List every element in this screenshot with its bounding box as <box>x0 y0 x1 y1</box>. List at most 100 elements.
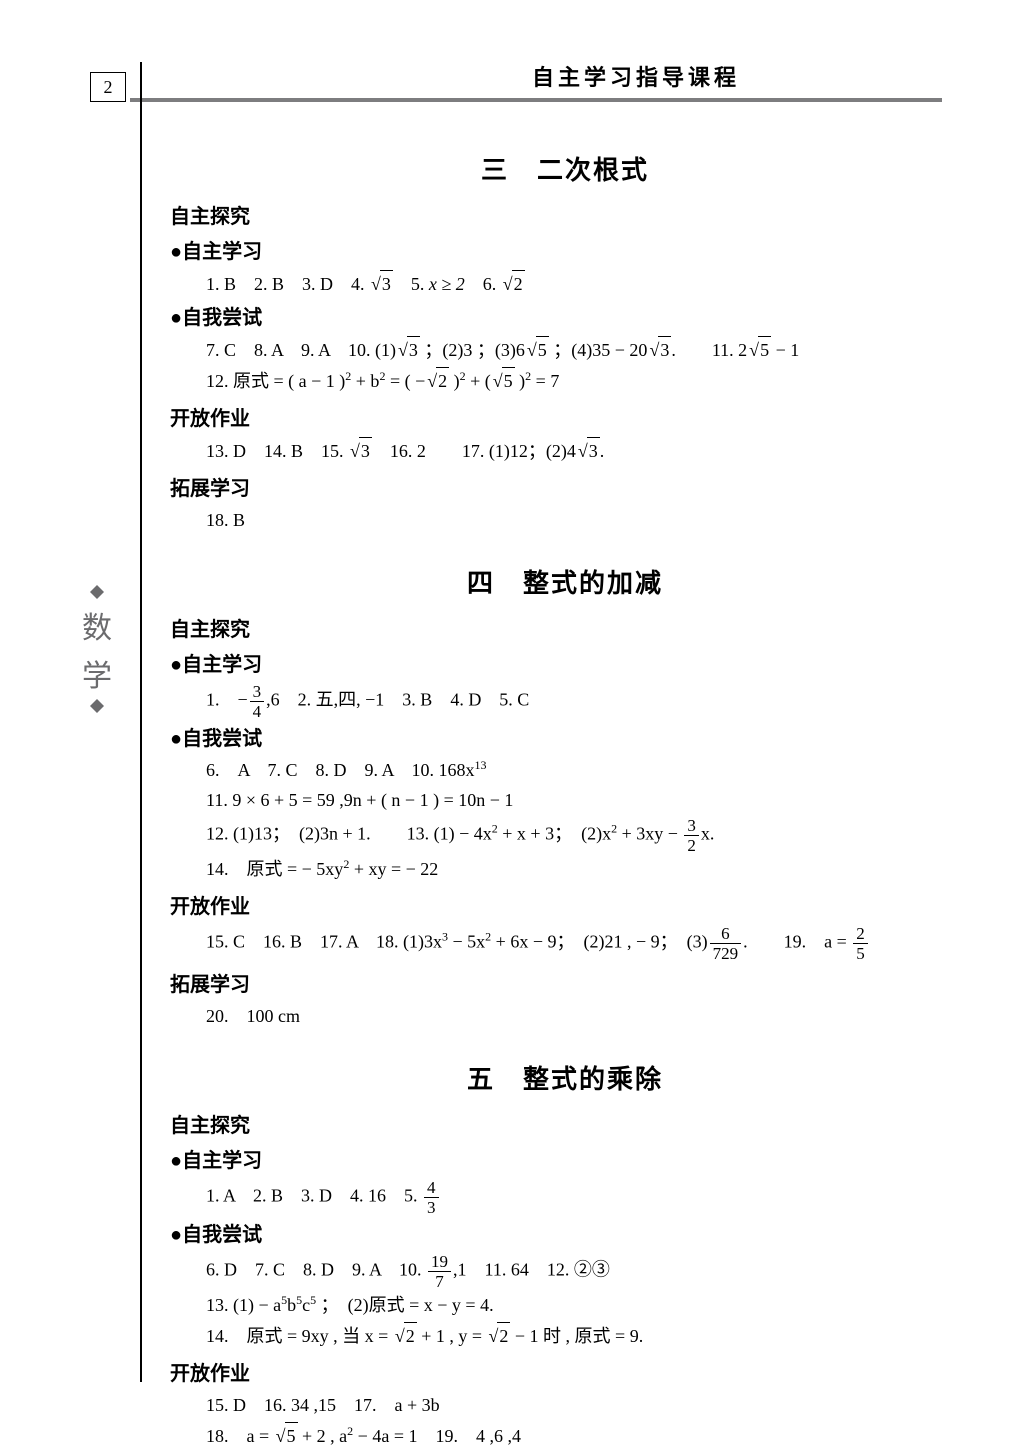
fraction-2-5: 25 <box>853 925 868 962</box>
heading-self-try: ●自我尝试 <box>170 724 960 755</box>
sqrt-2: 2 <box>501 270 525 299</box>
text: − 1 时 , 原式 = 9. <box>510 1326 643 1346</box>
answer-line: 7. C 8. A 9. A 10. (1)3 ；(2)3 ；(3)65 ；(4… <box>206 336 960 365</box>
title-rule <box>130 98 942 102</box>
text: ,6 2. 五,四, −1 3. B 4. D 5. C <box>266 690 529 710</box>
text: + ( <box>466 371 491 391</box>
text: ,1 11. 64 12. ②③ <box>453 1260 610 1280</box>
sqrt-3: 3 <box>576 437 600 466</box>
heading-open-hw: 开放作业 <box>170 1359 960 1390</box>
fraction-3-4: 34 <box>250 683 265 720</box>
text: + 3xy − <box>617 823 682 843</box>
heading-self-try: ●自我尝试 <box>170 303 960 334</box>
text: 6. <box>465 274 501 294</box>
text: + xy = − 22 <box>349 859 438 879</box>
heading-explore: 自主探究 <box>170 202 960 233</box>
text: 1. A 2. B 3. D 4. 16 5. <box>206 1186 422 1206</box>
text: 14. 原式 = 9xy , 当 x = <box>206 1326 393 1346</box>
heading-extend: 拓展学习 <box>170 970 960 1001</box>
text: ；(4)35 − 20 <box>549 340 648 360</box>
text: + 1 , y = <box>417 1326 487 1346</box>
fraction-6-729: 6729 <box>710 925 742 962</box>
side-char-2: 学 <box>82 651 112 695</box>
heading-self-study: ●自主学习 <box>170 237 960 268</box>
answer-line: 12. (1)13； (2)3n + 1. 13. (1) − 4x2 + x … <box>206 817 960 854</box>
heading-self-study: ●自主学习 <box>170 650 960 681</box>
text: 12. (1)13； (2)3n + 1. 13. (1) − 4x <box>206 823 492 843</box>
answer-line: 11. 9 × 6 + 5 = 59 ,9n + ( n − 1 ) = 10n… <box>206 787 960 815</box>
text: 6. D 7. C 8. D 9. A 10. <box>206 1260 426 1280</box>
text: 1. B 2. B 3. D 4. <box>206 274 369 294</box>
answer-line: 1. A 2. B 3. D 4. 16 5. 43 <box>206 1179 960 1216</box>
text: + b <box>351 371 379 391</box>
text: 14. 原式 = − 5xy <box>206 859 343 879</box>
page: 2 自主学习指导课程 数 学 三 二次根式 自主探究 ●自主学习 1. B 2.… <box>0 0 1022 1432</box>
answer-line: 14. 原式 = 9xy , 当 x = 2 + 1 , y = 2 − 1 时… <box>206 1322 960 1351</box>
sqrt-5: 5 <box>274 1422 298 1451</box>
text: − 4a = 1 19. 4 ,6 ,4 <box>353 1426 521 1446</box>
answer-line: 15. D 16. 34 ,15 17. a + 3b <box>206 1392 960 1420</box>
diamond-icon <box>90 699 104 713</box>
text: = 7 <box>531 371 559 391</box>
sqrt-2: 2 <box>425 367 449 396</box>
sqrt-3: 3 <box>647 336 671 365</box>
main-title: 自主学习指导课程 <box>330 60 942 92</box>
text: b <box>287 1295 296 1315</box>
text: . 19. a = <box>743 931 851 951</box>
fraction-4-3: 43 <box>424 1179 439 1216</box>
fraction-19-7: 197 <box>428 1253 451 1290</box>
text: ) <box>449 371 460 391</box>
diamond-icon <box>90 585 104 599</box>
page-number: 2 <box>104 77 113 98</box>
page-number-box: 2 <box>90 72 126 102</box>
text: 16. 2 17. (1)12；(2)4 <box>372 441 576 461</box>
heading-self-study: ●自主学习 <box>170 1146 960 1177</box>
heading-open-hw: 开放作业 <box>170 892 960 923</box>
text: = ( − <box>385 371 425 391</box>
text: 12. 原式 = ( a − 1 ) <box>206 371 345 391</box>
side-char-1: 数 <box>82 603 112 647</box>
text: x ≥ 2 <box>429 274 465 294</box>
chapter-title: 四 整式的加减 <box>170 563 960 603</box>
text: − 5x <box>448 931 485 951</box>
text: + 6x − 9； (2)21 , − 9； (3) <box>491 931 707 951</box>
heading-explore: 自主探究 <box>170 615 960 646</box>
answer-line: 12. 原式 = ( a − 1 )2 + b2 = ( −2 )2 + (5 … <box>206 367 960 396</box>
answer-line: 18. B <box>206 507 960 535</box>
heading-explore: 自主探究 <box>170 1111 960 1142</box>
answer-line: 1. B 2. B 3. D 4. 3 5. x ≥ 2 6. 2 <box>206 270 960 299</box>
text: 13. D 14. B 15. <box>206 441 348 461</box>
chapter-title: 五 整式的乘除 <box>170 1059 960 1099</box>
sqrt-5: 5 <box>491 367 515 396</box>
fraction-3-2: 32 <box>684 817 699 854</box>
text: ； (2)原式 = x − y = 4. <box>316 1295 493 1315</box>
text: ) <box>515 371 526 391</box>
text: ；(2)3 ；(3)6 <box>420 340 525 360</box>
answer-line: 15. C 16. B 17. A 18. (1)3x3 − 5x2 + 6x … <box>206 925 960 962</box>
content-body: 三 二次根式 自主探究 ●自主学习 1. B 2. B 3. D 4. 3 5.… <box>170 122 960 1452</box>
answer-line: 6. A 7. C 8. D 9. A 10. 168x13 <box>206 757 960 785</box>
text: 15. C 16. B 17. A 18. (1)3x <box>206 931 442 951</box>
vertical-rule <box>140 62 142 1382</box>
text: x. <box>701 823 715 843</box>
heading-open-hw: 开放作业 <box>170 404 960 435</box>
text: 18. a = <box>206 1426 274 1446</box>
text: 6. A 7. C 8. D 9. A 10. 168x <box>206 760 475 780</box>
text: . <box>600 441 605 461</box>
answer-line: 1. −34,6 2. 五,四, −1 3. B 4. D 5. C <box>206 683 960 720</box>
sqrt-5: 5 <box>747 336 771 365</box>
sqrt-2: 2 <box>487 1322 511 1351</box>
heading-self-try: ●自我尝试 <box>170 1220 960 1251</box>
sqrt-2: 2 <box>393 1322 417 1351</box>
answer-line: 13. (1) − a5b5c5 ； (2)原式 = x − y = 4. <box>206 1292 960 1320</box>
text: . 11. 2 <box>671 340 747 360</box>
sqrt-3: 3 <box>348 437 372 466</box>
text: − 1 <box>771 340 799 360</box>
text: c <box>302 1295 310 1315</box>
sqrt-3: 3 <box>369 270 393 299</box>
text: + 2 , a <box>298 1426 348 1446</box>
chapter-title: 三 二次根式 <box>170 150 960 190</box>
answer-line: 13. D 14. B 15. 3 16. 2 17. (1)12；(2)43. <box>206 437 960 466</box>
text: 5. <box>393 274 429 294</box>
text: + x + 3； (2)x <box>498 823 611 843</box>
